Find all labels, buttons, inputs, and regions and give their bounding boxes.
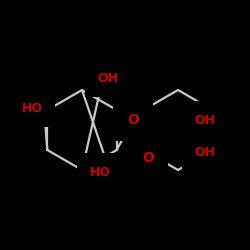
- Text: OH: OH: [194, 146, 216, 158]
- Text: HO: HO: [90, 166, 110, 178]
- Text: O: O: [127, 113, 139, 127]
- Text: OH: OH: [194, 114, 216, 126]
- Text: O: O: [142, 151, 154, 165]
- Text: OH: OH: [98, 72, 118, 85]
- Text: HO: HO: [22, 102, 42, 114]
